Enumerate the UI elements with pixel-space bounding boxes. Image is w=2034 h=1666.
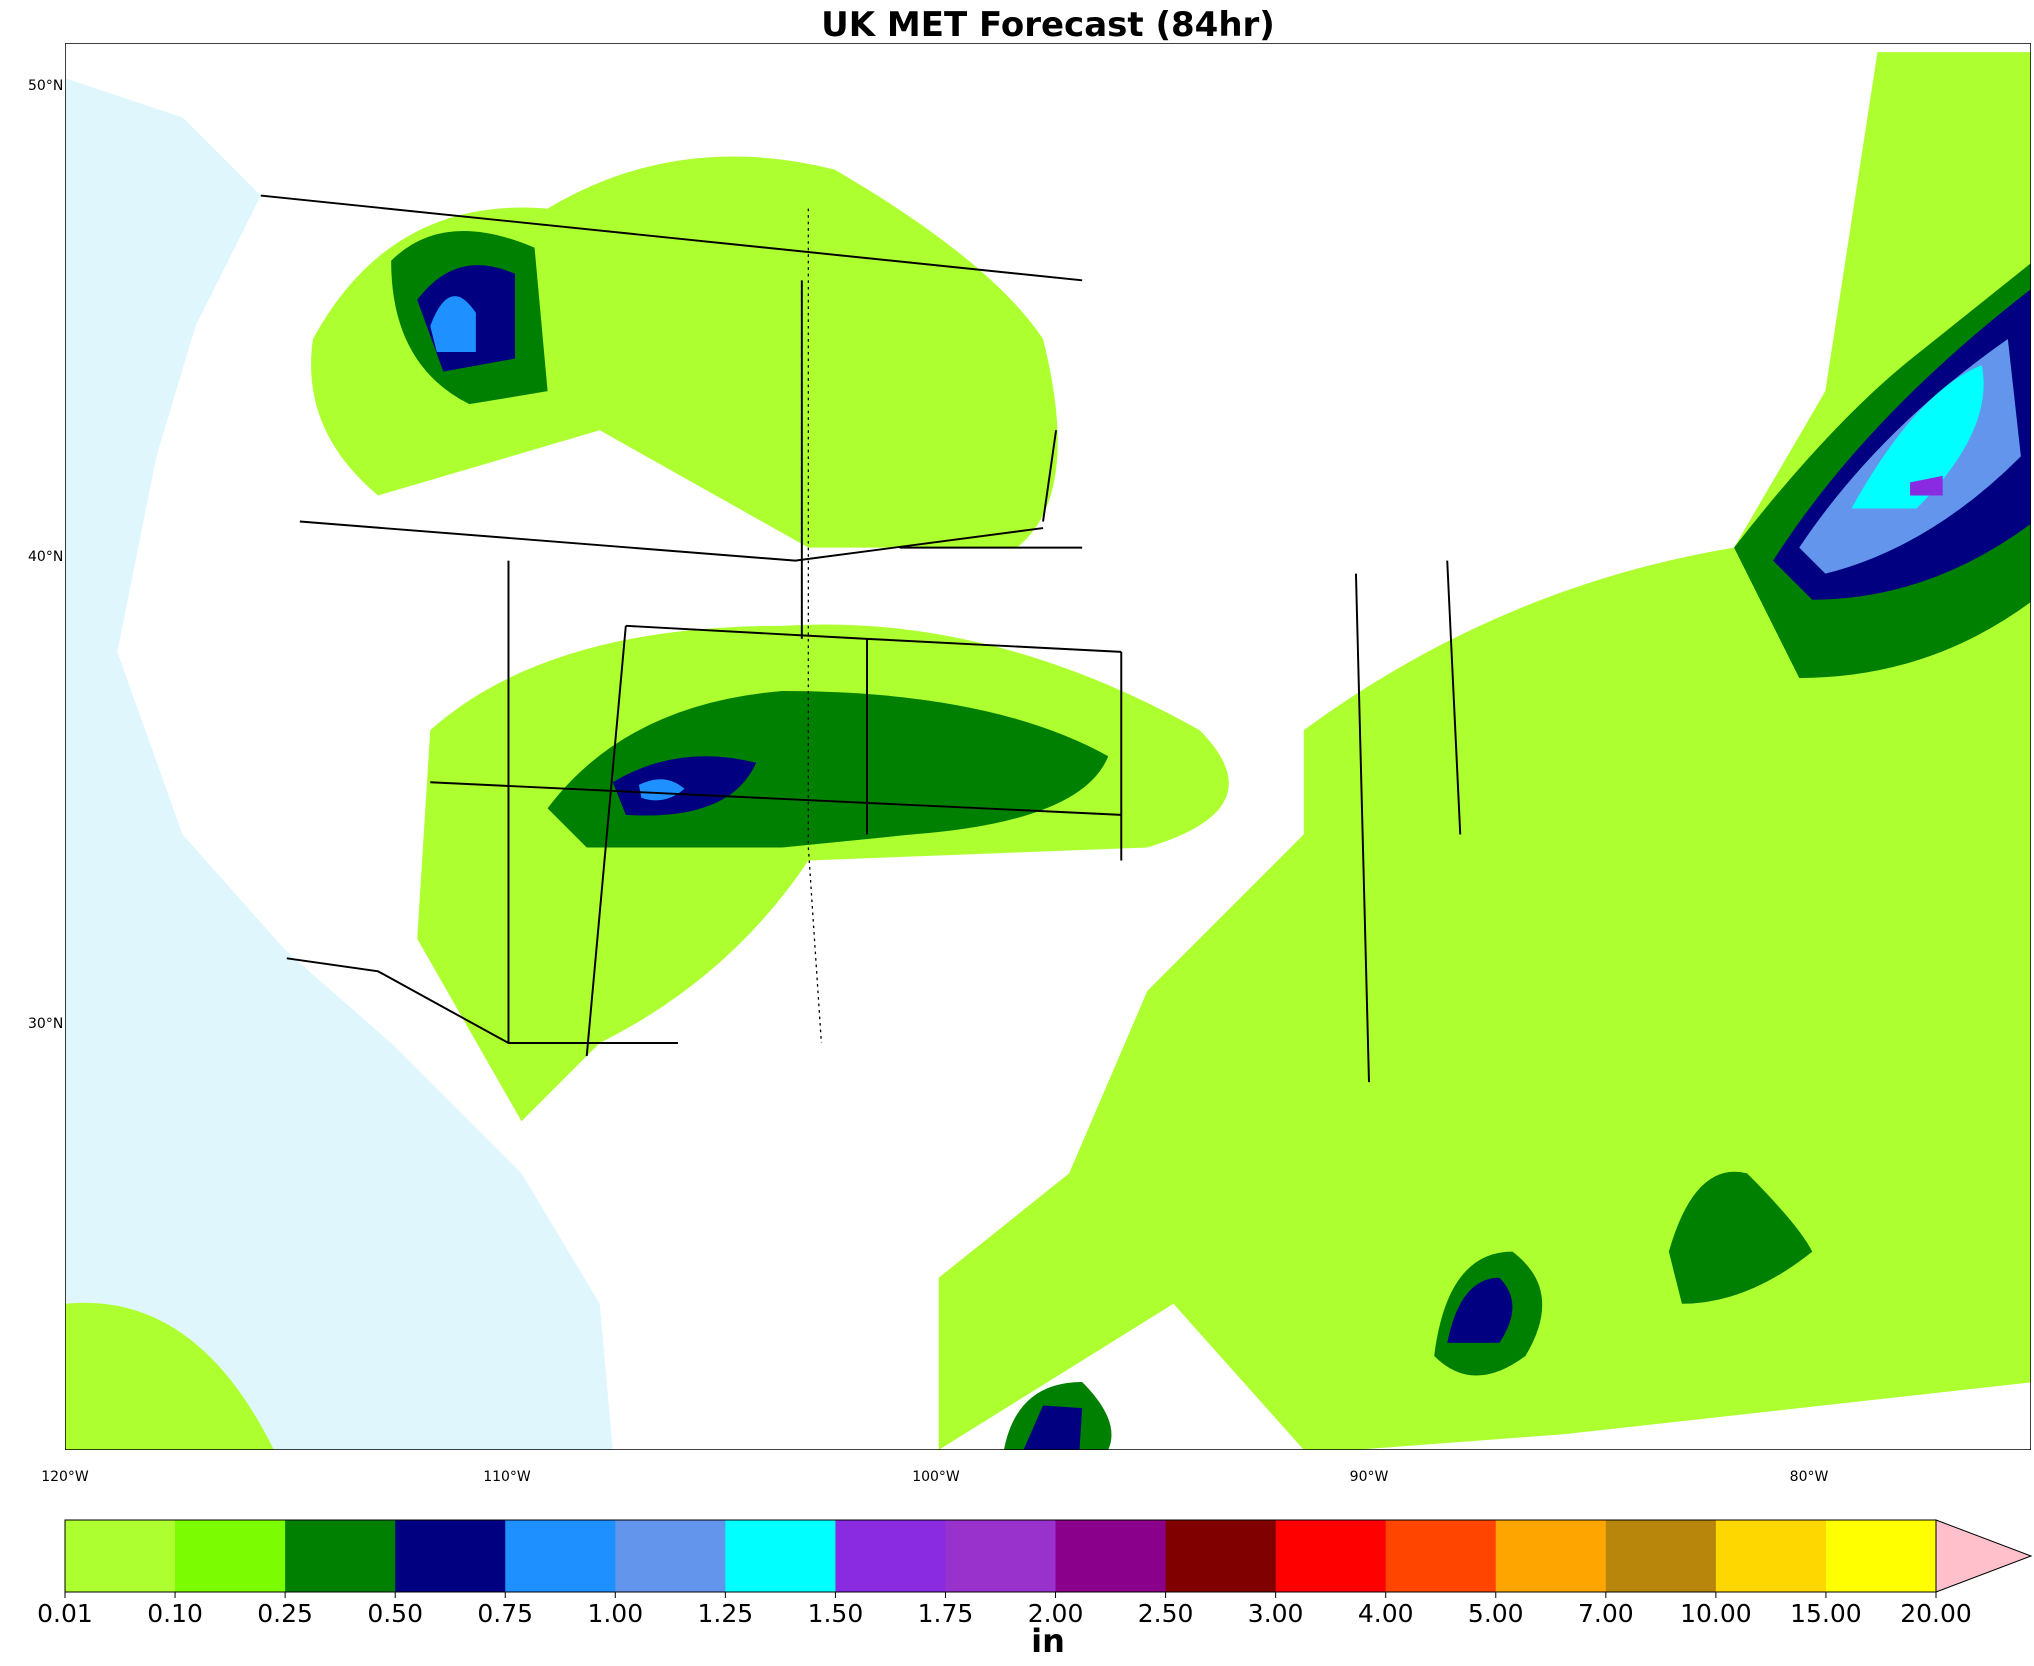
colorbar-cell <box>725 1520 836 1592</box>
colorbar-cell <box>1605 1520 1717 1592</box>
colorbar-cell <box>1385 1520 1497 1592</box>
colorbar-tick-label: 10.00 <box>1680 1599 1752 1628</box>
title: UK MET Forecast (84hr) <box>821 5 1275 45</box>
colorbar-tick-label: 2.50 <box>1138 1599 1194 1628</box>
colorbar-tick-label: 2.00 <box>1028 1599 1084 1628</box>
lon-label: 90°W <box>1350 1469 1389 1485</box>
colorbar-tick-label: 5.00 <box>1468 1599 1524 1628</box>
colorbar-cell <box>505 1520 616 1592</box>
colorbar-cell <box>65 1520 176 1592</box>
colorbar-tick-label: 1.75 <box>918 1599 974 1628</box>
colorbar-tick-label: 0.25 <box>257 1599 313 1628</box>
colorbar-cell <box>1165 1520 1277 1592</box>
colorbar-cell <box>1495 1520 1607 1592</box>
colorbar: 0.01 0.10 0.25 0.50 0.75 1.00 1.25 1.50 1.75 2.00… <box>37 1519 2033 1628</box>
colorbar-tick-label: 0.01 <box>37 1599 93 1628</box>
colorbar-tick-label: 1.50 <box>808 1599 864 1628</box>
colorbar-unit: in <box>1031 1622 1065 1660</box>
colorbar-cell <box>285 1520 396 1592</box>
colorbar-tick-label: 1.00 <box>587 1599 643 1628</box>
colorbar-cell <box>945 1520 1057 1592</box>
colorbar-tick-label: 0.50 <box>367 1599 423 1628</box>
lat-label: 30°N <box>28 1016 63 1032</box>
lon-labels: 120°W 110°W 100°W 90°W 80°W <box>41 1469 1828 1485</box>
map <box>65 43 2031 1450</box>
lat-labels: 50°N 40°N 30°N <box>28 78 63 1032</box>
lon-label: 120°W <box>41 1469 89 1485</box>
colorbar-frame <box>64 1519 1937 1593</box>
colorbar-tick-label: 0.10 <box>147 1599 203 1628</box>
lon-label: 80°W <box>1790 1469 1829 1485</box>
colorbar-tick-label: 3.00 <box>1248 1599 1304 1628</box>
colorbar-tick-label: 7.00 <box>1578 1599 1634 1628</box>
colorbar-cell <box>615 1520 726 1592</box>
colorbar-tick-label: 1.25 <box>698 1599 754 1628</box>
colorbar-cell <box>1275 1520 1387 1592</box>
colorbar-tick-label: 4.00 <box>1358 1599 1414 1628</box>
lon-label: 110°W <box>483 1469 531 1485</box>
colorbar-cell <box>395 1520 506 1592</box>
colorbar-tick-label: 15.00 <box>1790 1599 1862 1628</box>
colorbar-tick-label: 0.75 <box>477 1599 533 1628</box>
colorbar-cell <box>1715 1520 1827 1592</box>
colorbar-cell <box>835 1520 946 1592</box>
colorbar-cell <box>1825 1520 1937 1592</box>
lat-label: 40°N <box>28 549 63 565</box>
colorbar-cell <box>175 1520 286 1592</box>
lat-label: 50°N <box>28 78 63 94</box>
lon-label: 100°W <box>912 1469 960 1485</box>
colorbar-extend <box>1935 1519 2033 1593</box>
colorbar-cell <box>1055 1520 1167 1592</box>
colorbar-tick-label: 20.00 <box>1900 1599 1972 1628</box>
